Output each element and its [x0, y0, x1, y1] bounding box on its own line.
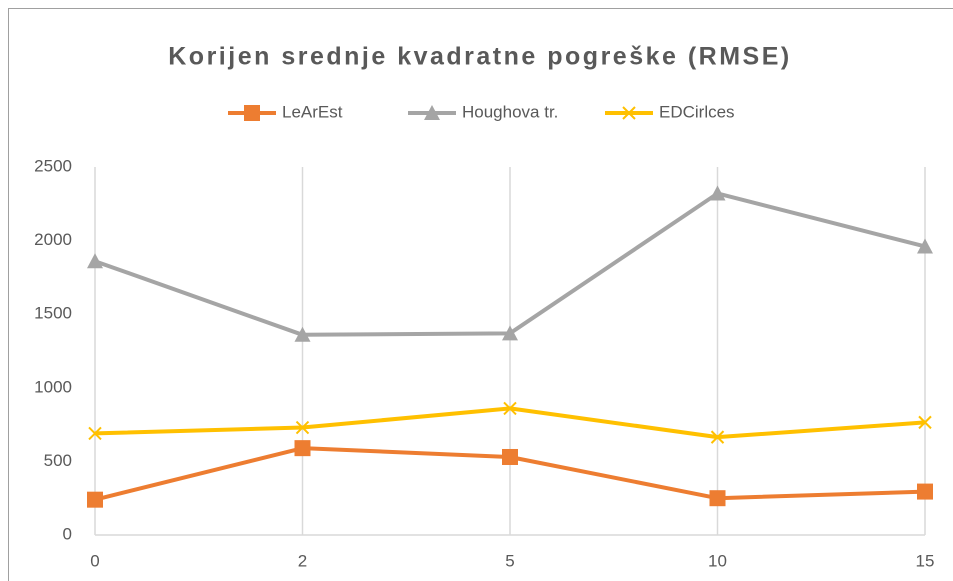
data-point — [295, 420, 310, 435]
data-point — [917, 238, 933, 254]
y-tick-label: 1500 — [34, 304, 72, 323]
data-point — [917, 483, 933, 500]
data-point — [502, 325, 518, 341]
y-tick-label: 1000 — [34, 377, 72, 396]
data-point — [503, 401, 517, 416]
data-point — [87, 491, 103, 508]
y-tick-label: 2000 — [34, 230, 72, 249]
legend-label: EDCirlces — [659, 102, 735, 121]
data-point — [710, 430, 725, 444]
data-point — [294, 326, 311, 342]
x-tick-label: 10 — [708, 551, 727, 570]
data-point — [502, 448, 518, 465]
data-point — [918, 415, 932, 430]
chart-title: Korijen srednje kvadratne pogreške (RMSE… — [168, 43, 791, 71]
data-point — [88, 426, 102, 441]
y-tick-label: 0 — [63, 524, 72, 543]
y-tick-label: 2500 — [34, 156, 72, 175]
data-point — [709, 490, 726, 507]
legend-marker — [424, 105, 440, 120]
x-tick-label: 15 — [916, 551, 935, 570]
data-point — [294, 440, 311, 457]
data-point — [87, 253, 103, 269]
x-tick-label: 5 — [505, 551, 514, 570]
data-point — [709, 185, 726, 201]
chart-frame — [8, 8, 953, 581]
y-tick-label: 500 — [44, 451, 72, 470]
legend-marker — [622, 106, 636, 120]
legend-marker — [244, 105, 260, 121]
legend-label: LeArEst — [282, 102, 343, 121]
legend-label: Houghova tr. — [462, 102, 558, 121]
x-tick-label: 2 — [298, 551, 307, 570]
x-tick-label: 0 — [90, 551, 99, 570]
